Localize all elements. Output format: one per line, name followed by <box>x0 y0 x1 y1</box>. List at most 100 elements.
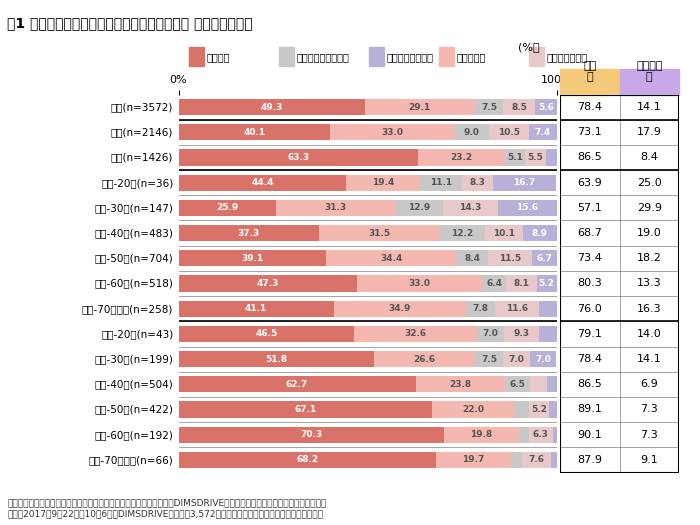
Text: 86.5: 86.5 <box>578 152 602 163</box>
Bar <box>553 426 556 443</box>
Bar <box>178 250 326 267</box>
Text: 7.3: 7.3 <box>640 404 658 415</box>
Bar <box>504 326 539 342</box>
Text: 46.5: 46.5 <box>256 329 277 339</box>
Text: 44.4: 44.4 <box>251 178 274 187</box>
Bar <box>529 47 544 66</box>
Text: 12.2: 12.2 <box>451 228 473 238</box>
Text: 14.1: 14.1 <box>637 102 662 112</box>
Bar <box>496 300 539 317</box>
Bar <box>319 225 439 242</box>
Text: 25.9: 25.9 <box>216 203 239 213</box>
Text: 76.0: 76.0 <box>578 303 602 314</box>
Bar <box>498 200 556 216</box>
Text: 68.2: 68.2 <box>296 455 318 465</box>
Text: 14.1: 14.1 <box>637 354 662 364</box>
Text: 男性-20代(n=36): 男性-20代(n=36) <box>101 177 174 188</box>
Text: 22.0: 22.0 <box>463 405 484 414</box>
Bar <box>369 47 384 66</box>
Text: 6.9: 6.9 <box>640 379 658 390</box>
Bar <box>346 174 420 191</box>
Text: 飲む
計: 飲む 計 <box>583 61 596 82</box>
Text: 78.4: 78.4 <box>578 354 602 364</box>
Text: 73.4: 73.4 <box>578 253 602 264</box>
Bar <box>455 124 489 141</box>
Text: 女性-60代(n=192): 女性-60代(n=192) <box>94 429 174 440</box>
Bar <box>330 124 455 141</box>
Text: 34.9: 34.9 <box>389 304 411 313</box>
Text: 8.4: 8.4 <box>464 254 480 263</box>
Text: 47.3: 47.3 <box>257 279 279 288</box>
Text: 6.7: 6.7 <box>536 254 552 263</box>
Text: 39.1: 39.1 <box>241 254 263 263</box>
Text: 37.3: 37.3 <box>238 228 260 238</box>
Text: 23.2: 23.2 <box>451 153 473 162</box>
Text: 6.3: 6.3 <box>533 430 549 439</box>
Text: 19.0: 19.0 <box>637 228 662 238</box>
Bar <box>488 250 531 267</box>
Bar <box>484 225 523 242</box>
Text: 87.9: 87.9 <box>578 455 602 465</box>
Bar <box>489 124 528 141</box>
Bar <box>545 149 557 166</box>
Bar <box>537 275 556 292</box>
Bar <box>326 250 456 267</box>
Text: 7.6: 7.6 <box>528 455 545 465</box>
Text: 19.7: 19.7 <box>462 455 484 465</box>
Text: 5.1: 5.1 <box>508 153 523 162</box>
Bar <box>522 452 551 468</box>
Bar <box>505 376 530 393</box>
Text: 表1 「秋・冬にホットドリンクを飲みますか」 についての回答: 表1 「秋・冬にホットドリンクを飲みますか」 についての回答 <box>7 16 253 30</box>
Bar <box>549 401 557 418</box>
Bar <box>531 250 557 267</box>
Bar <box>482 275 506 292</box>
Bar <box>505 149 525 166</box>
Text: 7.3: 7.3 <box>640 429 658 440</box>
Text: 16.7: 16.7 <box>513 178 536 187</box>
Bar <box>178 99 365 116</box>
Text: 63.3: 63.3 <box>287 153 309 162</box>
Bar <box>511 452 522 468</box>
Bar <box>178 401 432 418</box>
Bar <box>551 452 556 468</box>
Text: 34.4: 34.4 <box>380 254 402 263</box>
Text: 12.9: 12.9 <box>408 203 430 213</box>
Bar <box>178 351 374 368</box>
Bar <box>178 452 436 468</box>
Text: 男性-50代(n=704): 男性-50代(n=704) <box>94 253 174 264</box>
Bar <box>357 275 482 292</box>
Text: 16.3: 16.3 <box>637 303 662 314</box>
Text: まったく飲まない: まったく飲まない <box>386 51 433 62</box>
Text: 23.8: 23.8 <box>449 380 472 389</box>
Text: 男性(n=2146): 男性(n=2146) <box>111 127 174 138</box>
Text: 5.2: 5.2 <box>539 279 554 288</box>
Text: 18.2: 18.2 <box>637 253 662 264</box>
Text: 6.5: 6.5 <box>510 380 526 389</box>
Text: 70.3: 70.3 <box>300 430 323 439</box>
Bar <box>178 200 276 216</box>
Text: 31.3: 31.3 <box>325 203 346 213</box>
Bar <box>529 426 553 443</box>
Text: 7.8: 7.8 <box>473 304 489 313</box>
Bar <box>493 174 556 191</box>
Text: 11.6: 11.6 <box>506 304 528 313</box>
Text: 8.4: 8.4 <box>640 152 658 163</box>
Bar <box>547 376 556 393</box>
Bar <box>178 225 319 242</box>
Bar <box>178 275 357 292</box>
Text: 15.6: 15.6 <box>516 203 538 213</box>
Bar <box>365 99 475 116</box>
Text: 32.6: 32.6 <box>405 329 427 339</box>
Bar <box>539 300 557 317</box>
Bar <box>456 250 488 267</box>
Text: よく飲む: よく飲む <box>206 51 230 62</box>
Bar <box>528 124 556 141</box>
Text: 13.3: 13.3 <box>637 278 662 289</box>
Text: 女性-20代(n=43): 女性-20代(n=43) <box>101 329 174 339</box>
Text: 80.3: 80.3 <box>578 278 602 289</box>
Bar <box>276 200 395 216</box>
Text: 8.1: 8.1 <box>514 279 529 288</box>
Text: 10.1: 10.1 <box>493 228 514 238</box>
Bar <box>432 401 515 418</box>
Bar <box>560 69 620 94</box>
